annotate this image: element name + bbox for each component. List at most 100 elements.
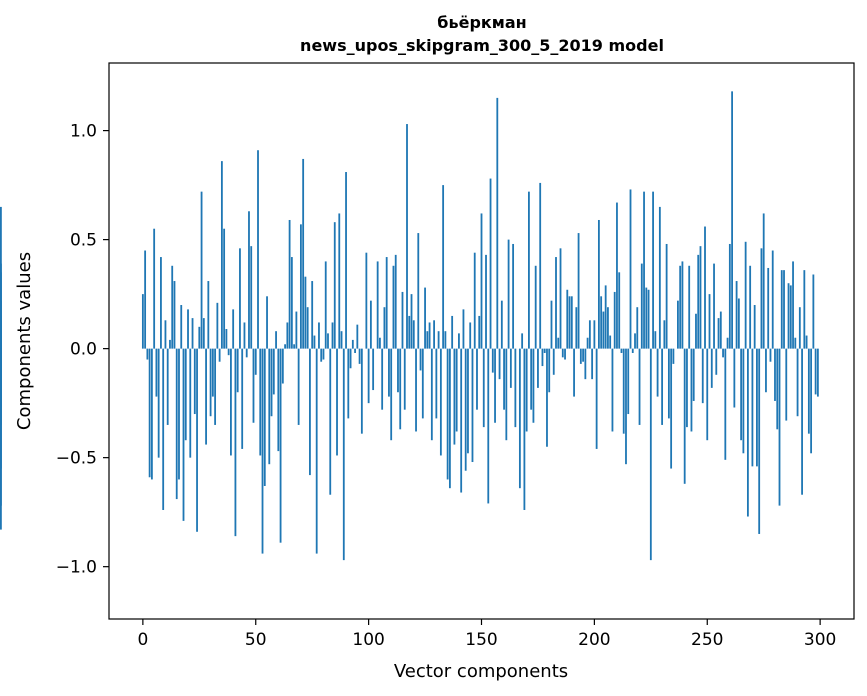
bar <box>746 348 749 517</box>
bar <box>356 324 359 349</box>
bar <box>557 337 560 349</box>
bar <box>627 348 630 415</box>
bar <box>525 348 528 432</box>
bar <box>302 158 305 349</box>
bar <box>491 348 494 373</box>
bar <box>521 333 524 349</box>
bar <box>155 348 158 397</box>
bar <box>406 124 408 349</box>
bar <box>439 348 442 456</box>
bar <box>717 318 720 349</box>
bar <box>421 348 424 419</box>
x-tick-label: 0 <box>137 630 148 650</box>
bar <box>735 281 738 349</box>
bar <box>0 348 2 408</box>
bar <box>464 348 467 471</box>
bar <box>530 348 533 410</box>
bar <box>636 307 639 349</box>
bar <box>487 348 490 504</box>
bar <box>424 287 426 349</box>
y-tick-label: −0.5 <box>56 449 97 469</box>
y-tick-label: 0.5 <box>70 231 97 251</box>
bar <box>719 311 722 349</box>
bar <box>498 348 501 380</box>
bar <box>0 300 2 349</box>
bar <box>602 311 605 349</box>
bar <box>388 348 390 397</box>
bar <box>437 331 440 349</box>
bar <box>243 322 246 349</box>
bar <box>489 178 492 349</box>
bar <box>248 211 250 349</box>
bar <box>561 348 564 358</box>
bar <box>812 274 815 349</box>
bar <box>196 348 198 532</box>
bar <box>640 263 643 349</box>
bar <box>268 348 271 465</box>
bar <box>379 337 381 349</box>
bar <box>724 348 727 460</box>
bar <box>699 246 702 349</box>
bar <box>175 348 178 500</box>
bar <box>695 313 697 349</box>
bar <box>0 206 2 349</box>
bar <box>297 348 300 425</box>
bar <box>430 348 433 441</box>
bar <box>266 296 268 349</box>
bar <box>372 348 375 391</box>
bar <box>586 337 589 349</box>
bar <box>708 294 711 349</box>
bar <box>713 263 715 349</box>
bar <box>604 285 607 349</box>
bar <box>234 348 237 537</box>
bar <box>390 348 393 441</box>
bar <box>241 348 244 449</box>
bar <box>787 283 790 349</box>
bar <box>279 348 282 543</box>
bar <box>225 329 228 349</box>
bar <box>453 348 456 445</box>
x-tick-label: 300 <box>804 630 836 650</box>
bar <box>214 348 217 425</box>
bar <box>451 315 454 349</box>
bar <box>539 182 542 349</box>
bar <box>593 320 596 349</box>
bar <box>765 348 767 393</box>
bar <box>157 348 160 458</box>
bar <box>807 348 810 434</box>
bar <box>230 348 232 456</box>
bar <box>692 348 695 401</box>
bar <box>216 302 219 349</box>
bar <box>419 348 422 371</box>
bar <box>559 248 562 349</box>
bar <box>503 348 505 410</box>
bar <box>272 348 275 395</box>
bar <box>369 300 372 349</box>
bar <box>600 296 603 349</box>
bar <box>758 348 761 534</box>
bar <box>467 348 469 454</box>
bar <box>417 233 420 349</box>
bar <box>383 307 386 349</box>
bar <box>532 348 535 423</box>
bar <box>236 348 239 393</box>
bar <box>392 265 395 349</box>
bar <box>704 226 706 349</box>
bar <box>333 222 336 349</box>
bar <box>686 348 688 428</box>
bar <box>299 224 302 349</box>
bar <box>679 265 682 349</box>
bar <box>652 191 654 349</box>
bar <box>309 348 311 476</box>
bar <box>381 348 384 410</box>
bar <box>0 331 2 349</box>
bar <box>367 348 370 404</box>
bar <box>534 265 537 349</box>
bar <box>182 348 185 521</box>
x-tick-label: 50 <box>245 630 267 650</box>
bar <box>141 294 144 349</box>
bar <box>408 315 411 349</box>
bar <box>803 270 806 349</box>
bar <box>595 348 598 449</box>
bar <box>261 348 264 554</box>
